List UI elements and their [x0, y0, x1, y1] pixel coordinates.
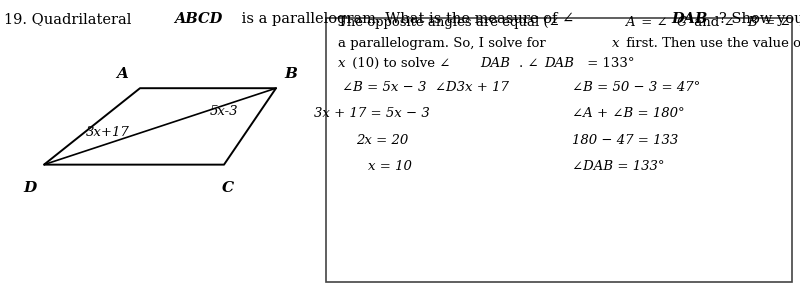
Text: 3x+17: 3x+17 [86, 126, 130, 139]
Text: and ∠: and ∠ [690, 16, 734, 29]
Text: ? Show your work.: ? Show your work. [718, 12, 800, 26]
Text: x: x [612, 37, 619, 50]
Text: 180 − 47 = 133: 180 − 47 = 133 [572, 134, 678, 147]
Text: ∠DAB = 133°: ∠DAB = 133° [572, 160, 665, 173]
Text: (10) to solve ∠: (10) to solve ∠ [348, 57, 450, 70]
Text: ∠B = 50 − 3 = 47°: ∠B = 50 − 3 = 47° [572, 81, 700, 94]
Text: ∠B = 5x − 3  ∠D3x + 17: ∠B = 5x − 3 ∠D3x + 17 [342, 81, 510, 94]
Text: . ∠: . ∠ [519, 57, 538, 70]
Text: ABCD: ABCD [174, 12, 222, 26]
Text: DAB: DAB [544, 57, 574, 70]
Text: a parallelogram. So, I solve for: a parallelogram. So, I solve for [338, 37, 550, 50]
Text: x = 10: x = 10 [368, 160, 411, 173]
Text: first. Then use the value of: first. Then use the value of [622, 37, 800, 50]
Text: B: B [284, 67, 297, 81]
Text: = ∠: = ∠ [637, 16, 667, 29]
Text: = ∠: = ∠ [760, 16, 790, 29]
Text: = 133°: = 133° [583, 57, 634, 70]
Bar [326, 18, 792, 282]
Text: 3x + 17 = 5x − 3: 3x + 17 = 5x − 3 [314, 107, 430, 120]
Text: DAB: DAB [672, 12, 708, 26]
Text: C: C [677, 16, 686, 29]
Text: x: x [338, 57, 346, 70]
Text: The opposite angles are equal (∠: The opposite angles are equal (∠ [338, 16, 560, 29]
Text: C: C [222, 181, 234, 195]
Text: 2x = 20: 2x = 20 [356, 134, 409, 147]
Text: D: D [23, 181, 36, 195]
Text: B: B [747, 16, 757, 29]
Text: 5x-3: 5x-3 [210, 105, 238, 118]
Text: A: A [625, 16, 634, 29]
Text: is a parallelogram. What is the measure of ∠: is a parallelogram. What is the measure … [237, 12, 574, 26]
Text: DAB: DAB [480, 57, 510, 70]
Text: ∠A + ∠B = 180°: ∠A + ∠B = 180° [572, 107, 685, 120]
Text: 19. Quadrilateral: 19. Quadrilateral [4, 12, 136, 26]
Text: A: A [117, 67, 128, 81]
